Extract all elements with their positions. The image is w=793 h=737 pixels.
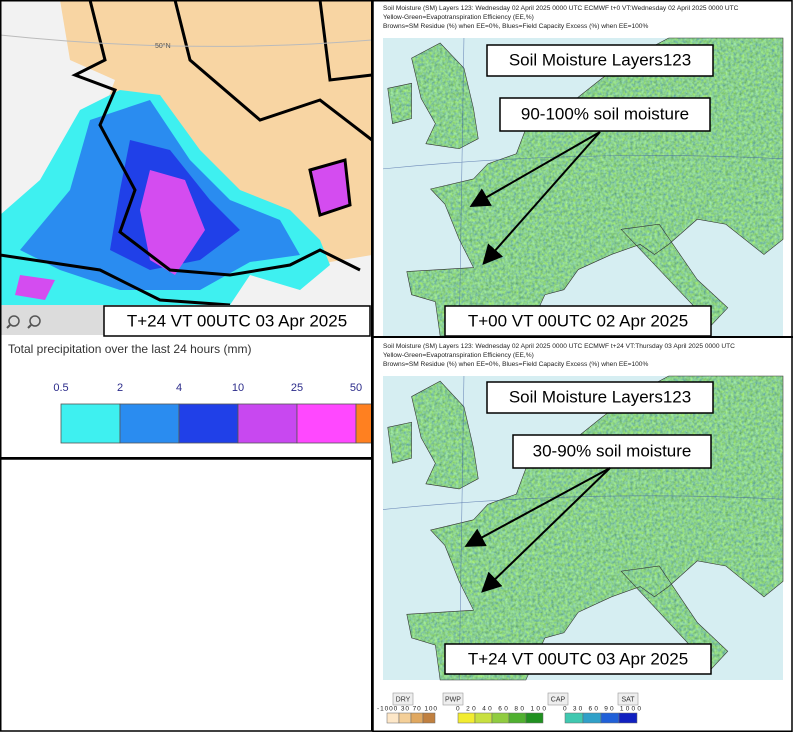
title-box (486, 44, 714, 77)
title: Soil Moisture Layers123 (509, 50, 691, 69)
header-line: Soil Moisture (SM) Layers 123: Wednesday… (383, 343, 735, 350)
soil-moisture-panel: Soil Moisture (SM) Layers 123: Wednesday… (373, 338, 793, 681)
legend-ticks: -1000 30 70 100 (377, 706, 437, 713)
annotation-box (499, 97, 711, 132)
legend-tick: 0.5 (53, 382, 68, 394)
graticule (0, 34, 373, 47)
colorbar (60, 403, 373, 444)
valid-time: T+24 VT 00UTC 03 Apr 2025 (468, 649, 688, 668)
zoom-in[interactable] (6, 315, 20, 329)
valid-time: T+24 VT 00UTC 03 Apr 2025 (127, 311, 347, 330)
legend-group-box (547, 692, 569, 706)
graticule (382, 37, 784, 337)
legend-tick: 50 (350, 382, 362, 394)
legend-group-box (617, 692, 639, 706)
valid-time-box (444, 305, 712, 337)
title: Soil Moisture Layers123 (509, 387, 691, 406)
map (382, 37, 784, 337)
legend-ticks: 0 20 40 60 80 100 (456, 706, 546, 713)
map (382, 375, 784, 681)
right-border (372, 0, 793, 732)
legend-group: DRY (396, 696, 411, 703)
legend-group: CAP (551, 696, 566, 703)
graticule (382, 375, 784, 681)
header-line: Browns=SM Residue (%) when EE=0%, Blues=… (383, 361, 648, 368)
zoom-out[interactable] (27, 315, 41, 329)
panel-border (0, 0, 373, 459)
precipitation-panel: 50°N T+24 VT 00UTC 03 Apr 2025 Total pre… (0, 0, 373, 459)
legend-tick: 2 (117, 382, 123, 394)
legend-group: PWP (445, 696, 461, 703)
annotation-box (512, 434, 712, 469)
valid-time-box (444, 643, 712, 675)
header-line: Browns=SM Residue (%) when EE=0%, Blues=… (383, 23, 648, 30)
legend-tick: 4 (176, 382, 182, 394)
header-line: Yellow-Green=Evapotranspiration Efficien… (383, 352, 534, 359)
header-line: Yellow-Green=Evapotranspiration Efficien… (383, 14, 534, 21)
valid-time-box (103, 305, 371, 337)
annotation: 90-100% soil moisture (521, 104, 689, 123)
legend-group-box (392, 692, 414, 706)
legend-tick: 10 (232, 382, 244, 394)
legend-title: Total precipitation over the last 24 hou… (8, 342, 251, 356)
arrow (482, 131, 601, 265)
soil-moisture-panel: Soil Moisture (SM) Layers 123: Wednesday… (373, 0, 793, 337)
arrow (469, 131, 601, 207)
empty-panel (0, 458, 373, 732)
legend-ticks: 0.5 2 4 10 25 50 (53, 382, 362, 394)
arrow (481, 467, 611, 593)
latitude-label: 50°N (155, 42, 171, 50)
title-box (486, 381, 714, 414)
header-line: Soil Moisture (SM) Layers 123: Wednesday… (383, 5, 739, 12)
legend-group: SAT (621, 696, 635, 703)
valid-time: T+00 VT 00UTC 02 Apr 2025 (468, 311, 688, 330)
annotation: 30-90% soil moisture (533, 441, 692, 460)
precip-very-heavy (15, 160, 350, 300)
borders (0, 0, 373, 307)
legend-tick: 25 (291, 382, 303, 394)
legend-group-box (442, 692, 464, 706)
arrow (464, 467, 611, 547)
